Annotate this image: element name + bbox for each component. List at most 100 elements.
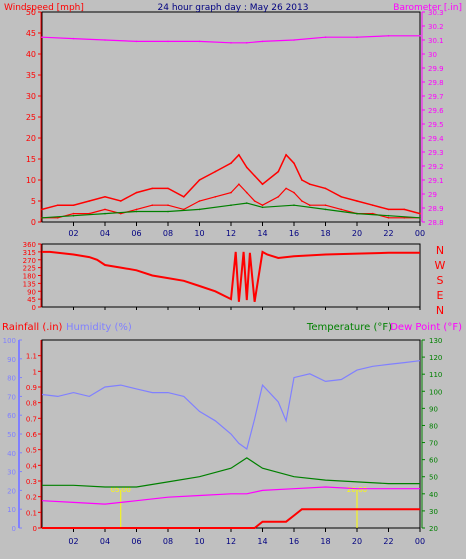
gust-point <box>119 200 122 202</box>
wind-point <box>277 196 280 198</box>
barometer-point <box>387 35 390 37</box>
wind-tick-label: 30 <box>26 92 36 101</box>
barometer-point <box>261 40 264 43</box>
gust-point <box>293 162 295 164</box>
gust-point <box>253 175 256 177</box>
avg_wind-point <box>293 204 295 206</box>
barometer-tick-label: 29.6 <box>428 107 444 115</box>
x-tick-label: 08 <box>163 537 173 546</box>
avg_wind-point <box>198 208 201 211</box>
gust-point <box>151 187 154 190</box>
x-tick-label: 12 <box>226 537 236 546</box>
wind-tick-label: 25 <box>26 113 36 122</box>
barometer-point <box>324 36 327 38</box>
wind-point <box>371 212 374 215</box>
wind-tick-label: 45 <box>26 29 36 38</box>
wind-point <box>198 200 201 202</box>
barometer-series-line <box>41 35 420 44</box>
barometer-point <box>72 37 75 40</box>
wind-point <box>261 204 264 206</box>
x-tick-label: 10 <box>194 229 204 238</box>
wind-tick-label: 20 <box>26 134 36 143</box>
gust-point <box>419 212 421 215</box>
rain-series-line <box>42 508 420 529</box>
humidity-tick-label: 30 <box>7 469 16 477</box>
wind-point <box>230 191 232 194</box>
barometer-point <box>245 42 248 44</box>
wind-tick-label: 10 <box>26 176 36 185</box>
temperature-tick-label: 90 <box>429 405 438 413</box>
temperature-tick-label: 80 <box>429 422 438 430</box>
wind-point <box>214 196 217 198</box>
barometer-point <box>104 39 106 41</box>
avg_wind-point <box>41 217 43 219</box>
temperature-tick-label: 110 <box>429 371 442 379</box>
x-tick-label: 06 <box>131 229 141 238</box>
dew-point-axis-label: Dew Point (°F) <box>390 322 462 333</box>
gust-point <box>403 208 406 211</box>
wind-point <box>182 208 185 211</box>
rain-tick-label: 0.6 <box>26 431 38 439</box>
barometer-tick-label: 29.3 <box>428 149 444 157</box>
humidity-tick-label: 100 <box>3 337 16 345</box>
avg_wind-point <box>419 217 421 219</box>
gust-point <box>387 208 390 211</box>
barometer-tick-label: 29.8 <box>428 79 444 87</box>
humidity-series-line <box>41 360 421 450</box>
humidity-tick-label: 0 <box>12 525 16 533</box>
barometer-tick-label: 29.5 <box>428 121 444 129</box>
gust-point <box>340 196 343 198</box>
direction-tick-label: 225 <box>23 265 36 273</box>
temperature-tick-label: 60 <box>429 457 438 465</box>
barometer-point <box>167 40 169 43</box>
wind-point <box>324 204 327 206</box>
gust-point <box>167 187 169 190</box>
x-tick-label: 02 <box>68 537 78 546</box>
gust-point <box>277 170 280 173</box>
gust-point <box>104 196 106 198</box>
rain-tick-label: 0 <box>33 525 37 533</box>
direction-series-line <box>42 250 420 302</box>
wind-point <box>135 208 138 211</box>
direction-tick-label: 90 <box>27 288 36 296</box>
x-tick-label: 06 <box>131 537 141 546</box>
wind-point <box>151 204 154 206</box>
barometer-tick-label: 30.3 <box>428 9 444 17</box>
rain-tick-label: 0.2 <box>26 494 37 502</box>
avg_wind-series-line <box>41 202 421 219</box>
temperature-tick-label: 30 <box>429 508 438 516</box>
direction-tick-label: 135 <box>23 280 36 288</box>
direction-tick-label: 0 <box>32 304 36 312</box>
rain-tick-label: 1.1 <box>26 353 37 361</box>
humidity-tick-label: 20 <box>7 487 16 495</box>
barometer-point <box>356 36 358 38</box>
gust-point <box>371 204 374 206</box>
avg_wind-point <box>356 212 358 215</box>
barometer-tick-label: 28.9 <box>428 205 444 213</box>
humidity-tick-label: 10 <box>7 506 16 514</box>
rain-tick-label: 1 <box>33 368 37 376</box>
wind-tick-label: 15 <box>26 155 36 164</box>
wind-point <box>119 212 122 215</box>
gust-point <box>356 200 358 202</box>
gust-point <box>56 204 59 206</box>
barometer-point <box>293 39 295 41</box>
barometer-point <box>135 40 138 43</box>
compass-label: W <box>435 259 446 272</box>
gust-point <box>182 196 185 198</box>
temperature-tick-label: 100 <box>429 388 442 396</box>
barometer-point <box>230 42 232 44</box>
gust-point <box>238 154 240 156</box>
humidity-tick-label: 80 <box>7 375 16 383</box>
x-tick-label: 10 <box>194 537 204 546</box>
rain-tick-label: 0.7 <box>26 415 37 423</box>
barometer-point <box>419 35 421 37</box>
x-tick-label: 18 <box>320 537 330 546</box>
x-tick-label: 04 <box>100 537 110 546</box>
gust-point <box>245 166 248 169</box>
x-tick-label: 20 <box>352 229 362 238</box>
wind-axis-label: Windspeed [mph] <box>4 3 84 13</box>
humidity-tick-label: 90 <box>7 356 16 364</box>
